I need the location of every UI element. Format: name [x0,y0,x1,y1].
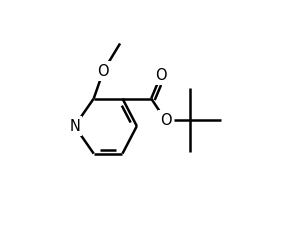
Text: O: O [160,113,171,128]
Text: O: O [155,68,166,83]
Text: O: O [98,63,109,78]
Text: N: N [69,119,80,134]
